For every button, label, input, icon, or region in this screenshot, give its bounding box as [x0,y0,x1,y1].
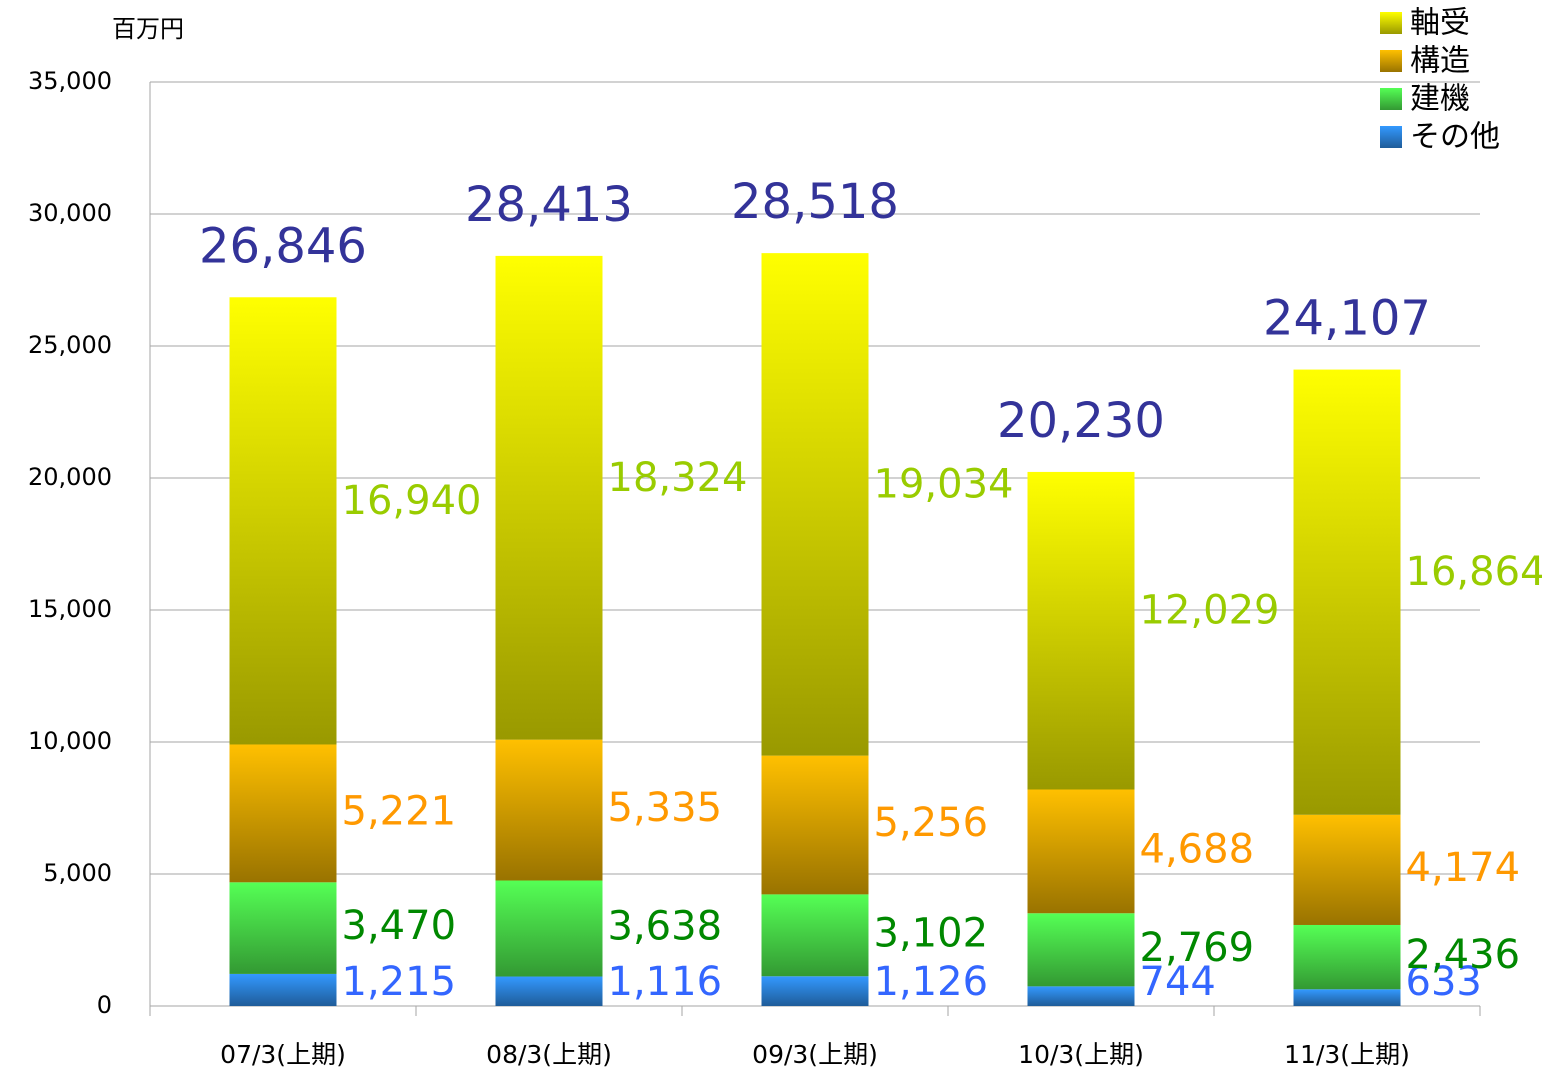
bar-segment [229,882,337,974]
value-label: 744 [1140,959,1216,1005]
legend-label: 建機 [1410,82,1470,117]
legend-swatch [1380,126,1402,148]
x-tick-label: 11/3(上期) [1284,1040,1410,1069]
value-label: 3,638 [608,904,723,950]
bar-segment [1027,471,1135,790]
legend-label: その他 [1410,120,1500,155]
bar-segment [1027,789,1135,914]
bar-segment [761,894,869,977]
value-label: 3,102 [874,910,989,956]
bar-segment [1293,924,1401,990]
bar-segment [1293,369,1401,815]
bar-segment [229,297,337,745]
bar-segment [495,976,603,1006]
total-label: 28,518 [731,174,899,230]
value-label: 5,221 [342,788,457,834]
x-tick-label: 08/3(上期) [486,1040,612,1069]
value-label: 12,029 [1140,588,1280,634]
bar-segment [229,973,337,1006]
y-tick-label: 20,000 [28,463,112,491]
bar-segment [495,739,603,881]
total-label: 20,230 [997,393,1165,449]
value-label: 16,940 [342,478,482,524]
bar-segment [1027,913,1135,987]
bar-segment [1027,986,1135,1006]
value-label: 2,769 [1140,925,1255,971]
value-label: 1,116 [608,959,723,1005]
value-label: 633 [1406,959,1482,1005]
legend-label: 構造 [1410,44,1470,79]
y-axis-label: 百万円 [112,15,184,43]
bar-segment [229,744,337,883]
x-tick-label: 07/3(上期) [220,1040,346,1069]
bar-segment [495,880,603,977]
value-label: 5,335 [608,785,723,831]
bar-segment [761,755,869,895]
value-label: 18,324 [608,455,748,501]
y-tick-label: 30,000 [28,199,112,227]
bar-segment [1293,989,1401,1006]
legend-swatch [1380,12,1402,34]
y-tick-label: 15,000 [28,595,112,623]
bar-segment [1293,814,1401,925]
bar-segment [761,976,869,1006]
y-tick-label: 0 [97,991,112,1019]
value-label: 5,256 [874,800,989,846]
y-tick-label: 25,000 [28,331,112,359]
x-tick-label: 09/3(上期) [752,1040,878,1069]
total-label: 24,107 [1263,291,1431,347]
bar-segment [495,255,603,740]
total-label: 28,413 [465,177,633,233]
legend-swatch [1380,50,1402,72]
value-label: 1,126 [874,959,989,1005]
y-tick-label: 5,000 [43,859,112,887]
value-label: 19,034 [874,461,1014,507]
y-tick-label: 35,000 [28,67,112,95]
x-tick-label: 10/3(上期) [1018,1040,1144,1069]
y-tick-label: 10,000 [28,727,112,755]
total-label: 26,846 [199,218,367,274]
legend-label: 軸受 [1410,6,1470,41]
legend-swatch [1380,88,1402,110]
value-label: 1,215 [342,959,457,1005]
value-label: 2,436 [1406,932,1521,978]
value-label: 4,174 [1406,845,1521,891]
bar-segment [761,253,869,756]
value-label: 3,470 [342,903,457,949]
value-label: 4,688 [1140,826,1255,872]
value-label: 16,864 [1406,549,1542,595]
